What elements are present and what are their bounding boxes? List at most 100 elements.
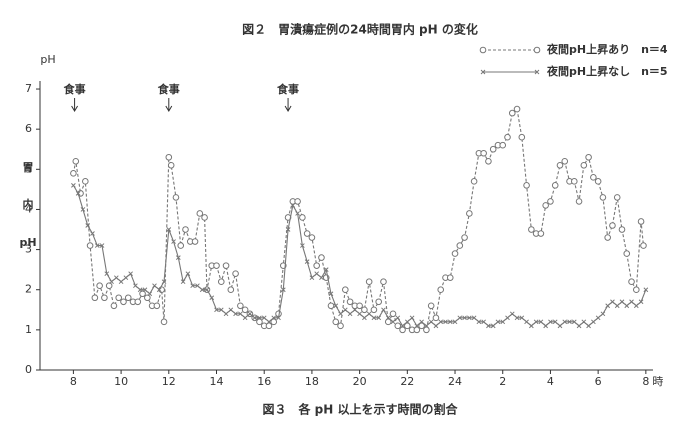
data-point [333,303,339,309]
data-point [375,298,383,306]
data-point [113,275,119,281]
data-point [548,319,553,325]
data-point [237,302,244,310]
data-point [346,298,354,306]
data-point [96,282,103,290]
data-point [133,283,138,289]
data-point [643,287,649,293]
data-point [295,211,300,216]
data-point [233,311,238,317]
data-point [318,254,325,261]
data-point [585,153,592,161]
legend-marker [480,69,486,75]
data-point [352,307,358,313]
data-point [513,105,521,113]
data-point [191,238,199,245]
data-point [486,323,491,329]
data-point [82,178,89,185]
data-point [115,294,123,302]
data-point [223,311,229,317]
y-axis-label: 胃 [23,161,34,174]
data-point [380,278,387,285]
data-point [556,161,564,169]
data-point [85,223,91,228]
data-point [423,326,430,334]
y-tick-label: 1 [25,323,32,336]
data-point [314,271,320,277]
data-point [101,294,108,302]
data-point [153,302,161,310]
y-axis-label: pH [19,236,36,249]
data-point [257,315,262,321]
data-point [238,311,243,317]
data-point [609,222,616,229]
data-point [638,299,644,305]
data-point [552,319,558,325]
data-point [204,287,210,293]
data-point [543,323,549,329]
y-tick-label: 7 [25,82,32,95]
data-point [241,306,249,314]
data-point [476,319,482,325]
data-point [404,322,411,330]
data-point [139,290,146,298]
data-point [614,303,620,309]
data-point [623,250,631,257]
data-point [123,275,129,281]
annotation-arrowhead [284,105,292,112]
data-point [300,243,305,248]
data-point [613,194,621,201]
data-point [209,295,215,301]
data-point [395,315,401,321]
data-point [570,178,578,185]
data-point [389,310,397,318]
data-point [376,315,382,321]
data-point [605,303,611,309]
data-point [485,157,492,165]
annotation: 食事 [277,82,299,96]
data-point [633,303,639,309]
data-point [524,319,529,325]
data-point [509,311,515,317]
data-point [90,231,95,236]
data-point [72,157,80,165]
data-point [165,153,173,161]
data-point [227,286,235,294]
data-point [542,202,549,209]
data-point [437,286,445,294]
data-point [427,302,435,310]
legend-marker [533,46,541,54]
data-point [252,315,258,321]
data-point [356,302,363,310]
data-point [118,279,124,285]
data-point [637,218,645,225]
data-point [342,286,349,294]
data-point [447,319,453,325]
data-point [177,242,185,249]
data-point [247,311,253,317]
legend-label: 夜間pH上昇あり n＝4 [546,42,668,56]
data-point [303,230,311,237]
x-tick-label: 2 [499,375,506,388]
data-point [199,287,205,293]
data-point [152,283,157,289]
data-point [362,315,367,321]
data-point [266,319,272,325]
caption: 図３ 各 pH 以上を示す時間の割合 [263,402,459,417]
y-tick-label: 4 [25,202,32,215]
data-point [419,319,424,325]
x-tick-label: 24 [448,375,462,388]
data-point [217,278,225,285]
data-point [413,326,421,334]
data-point [562,319,568,325]
data-point [242,315,248,321]
data-point [528,226,535,233]
legend-marker [479,46,487,54]
data-point [70,170,77,177]
data-point [518,133,526,141]
data-point [124,294,132,302]
data-point [628,278,635,285]
x-tick-label: 16 [257,375,271,388]
x-tick-label: 4 [547,375,554,388]
